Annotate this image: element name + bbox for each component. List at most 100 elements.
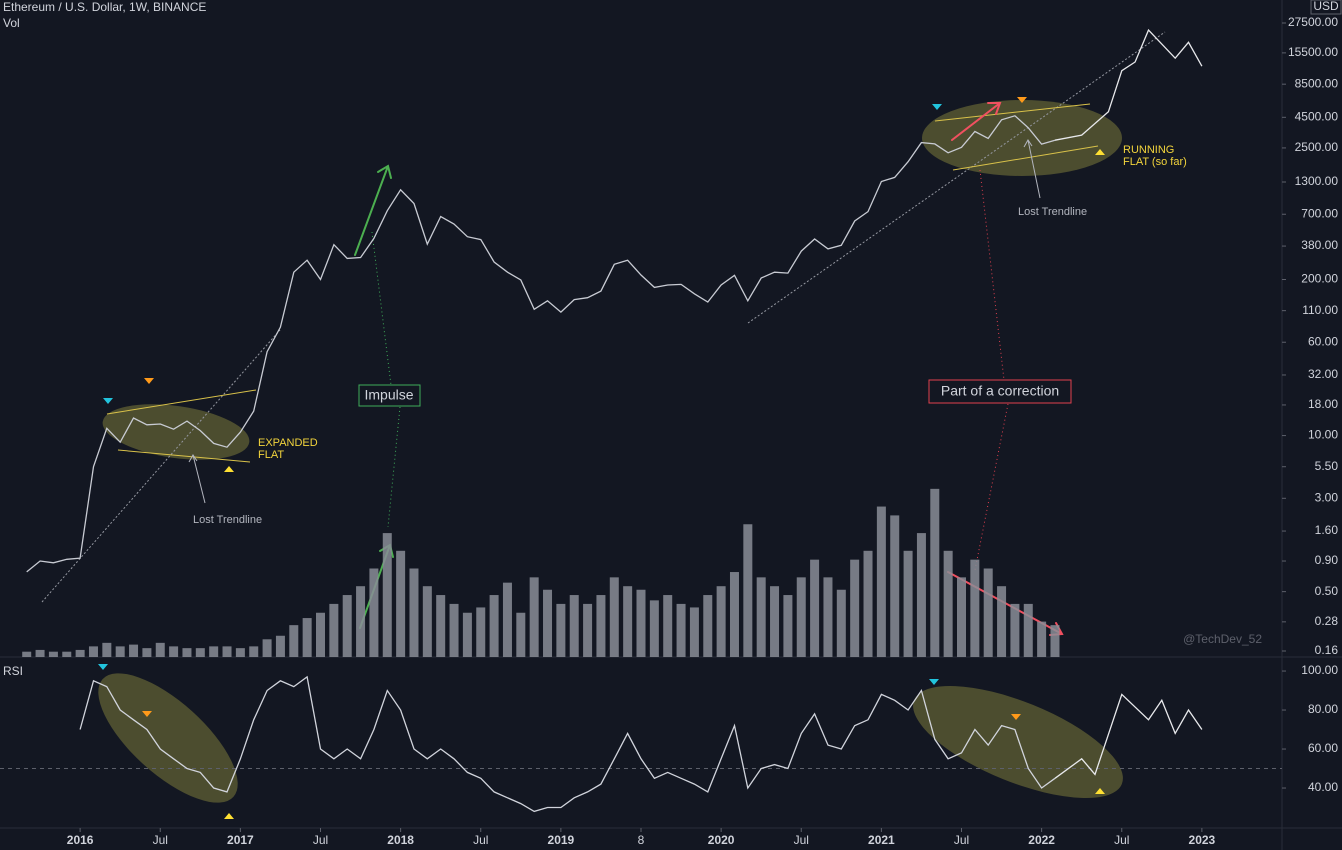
- y-tick-label: 1.60: [1315, 523, 1339, 537]
- chart-title: Ethereum / U.S. Dollar, 1W, BINANCE: [3, 0, 206, 14]
- volume-bar: [436, 595, 446, 657]
- volume-bar: [35, 649, 45, 657]
- volume-bar: [449, 603, 459, 657]
- volume-bar: [1010, 603, 1020, 657]
- volume-bar: [556, 603, 566, 657]
- pointer-arrow: [188, 454, 206, 504]
- watermark: @TechDev_52: [1183, 632, 1262, 646]
- channel-line: [952, 145, 1099, 171]
- y-tick-label: 100.00: [1301, 663, 1338, 677]
- annotation: Lost Trendline: [1018, 206, 1087, 218]
- x-tick-label: Jul: [153, 833, 168, 847]
- y-tick-label: 27500.00: [1288, 15, 1338, 29]
- y-tick-label: 10.00: [1308, 428, 1338, 442]
- highlight: [98, 673, 238, 803]
- volume-bar: [529, 577, 539, 657]
- connector: [387, 406, 401, 528]
- volume-bar: [382, 533, 392, 657]
- volume-bar: [596, 595, 606, 657]
- y-tick-label: 380.00: [1301, 238, 1338, 252]
- highlight: [102, 404, 250, 460]
- y-tick-label: 0.28: [1315, 614, 1339, 628]
- volume-bar: [1023, 603, 1033, 657]
- volume-bar: [823, 577, 833, 657]
- highlight: [922, 100, 1122, 176]
- y-tick-label: 8500.00: [1295, 76, 1339, 90]
- annotation: EXPANDED: [258, 437, 318, 449]
- volume-bar: [142, 648, 152, 657]
- volume-bar: [476, 607, 486, 657]
- volume-bar: [943, 550, 953, 657]
- volume-bar: [796, 577, 806, 657]
- volume-bar: [489, 595, 499, 657]
- annotation: Impulse: [364, 387, 413, 403]
- volume-bar: [155, 642, 165, 657]
- volume-bar: [22, 651, 32, 657]
- x-tick-label: Jul: [313, 833, 328, 847]
- volume-bar: [369, 568, 379, 657]
- y-tick-label: 80.00: [1308, 702, 1338, 716]
- volume-bar: [329, 603, 339, 657]
- volume-bar: [169, 646, 179, 657]
- volume-bar: [770, 586, 780, 657]
- y-tick-label: 110.00: [1302, 303, 1338, 317]
- volume-bar: [756, 577, 766, 657]
- unit-label: USD: [1313, 0, 1339, 13]
- y-tick-label: 0.50: [1315, 584, 1339, 598]
- trendline: [41, 329, 281, 603]
- volume-bar: [88, 646, 98, 657]
- x-tick-label: 2020: [708, 833, 735, 847]
- volume-bar: [997, 586, 1007, 657]
- volume-bar: [356, 586, 366, 657]
- y-tick-label: 18.00: [1308, 397, 1338, 411]
- series-line: [79, 675, 1056, 813]
- x-tick-label: Jul: [954, 833, 969, 847]
- annotation: RUNNING: [1123, 144, 1174, 156]
- y-tick-label: 0.90: [1315, 553, 1339, 567]
- volume-bar: [569, 595, 579, 657]
- y-tick-label: 4500.00: [1295, 109, 1339, 123]
- volume-bar: [783, 595, 793, 657]
- volume-bar: [316, 612, 325, 657]
- pointer-arrow: [1023, 139, 1041, 199]
- x-tick-label: 2016: [67, 833, 94, 847]
- volume-bar: [1037, 621, 1047, 657]
- volume-bar: [462, 612, 472, 657]
- volume-bar: [876, 506, 886, 657]
- y-tick-label: 3.00: [1315, 490, 1339, 504]
- x-tick-label: Jul: [473, 833, 488, 847]
- volume-bar: [102, 642, 112, 657]
- volume-bar: [716, 586, 726, 657]
- series-line: [1054, 693, 1203, 779]
- volume-bar: [916, 533, 926, 657]
- unit-box: [1310, 0, 1342, 15]
- channel-line: [934, 103, 1091, 122]
- volume-bar: [182, 648, 192, 657]
- y-tick-label: 15500.00: [1288, 45, 1338, 59]
- volume-bar: [903, 550, 913, 657]
- series-line: [26, 115, 1056, 573]
- y-tick-label: 60.00: [1308, 334, 1338, 348]
- volume-bar: [663, 595, 673, 657]
- annotation: FLAT (so far): [1123, 156, 1187, 168]
- volume-bar: [583, 603, 593, 657]
- volume-bar: [302, 618, 312, 657]
- volume-bar: [502, 582, 512, 657]
- volume-bar: [75, 649, 85, 657]
- x-tick-label: Jul: [1114, 833, 1129, 847]
- volume-bar: [262, 639, 272, 657]
- pane-title: Vol: [3, 16, 20, 30]
- volume-bar: [48, 651, 58, 657]
- volume-bar: [850, 559, 860, 657]
- x-tick-label: 2021: [868, 833, 895, 847]
- volume-bar: [129, 644, 139, 657]
- volume-bar: [729, 572, 739, 657]
- volume-bar: [115, 646, 125, 657]
- x-tick-label: 2017: [227, 833, 254, 847]
- y-tick-label: 60.00: [1308, 741, 1338, 755]
- volume-bar: [890, 515, 900, 657]
- volume-bar: [810, 559, 820, 657]
- connector: [371, 231, 392, 386]
- y-tick-label: 2500.00: [1295, 140, 1339, 154]
- volume-bar: [396, 550, 406, 657]
